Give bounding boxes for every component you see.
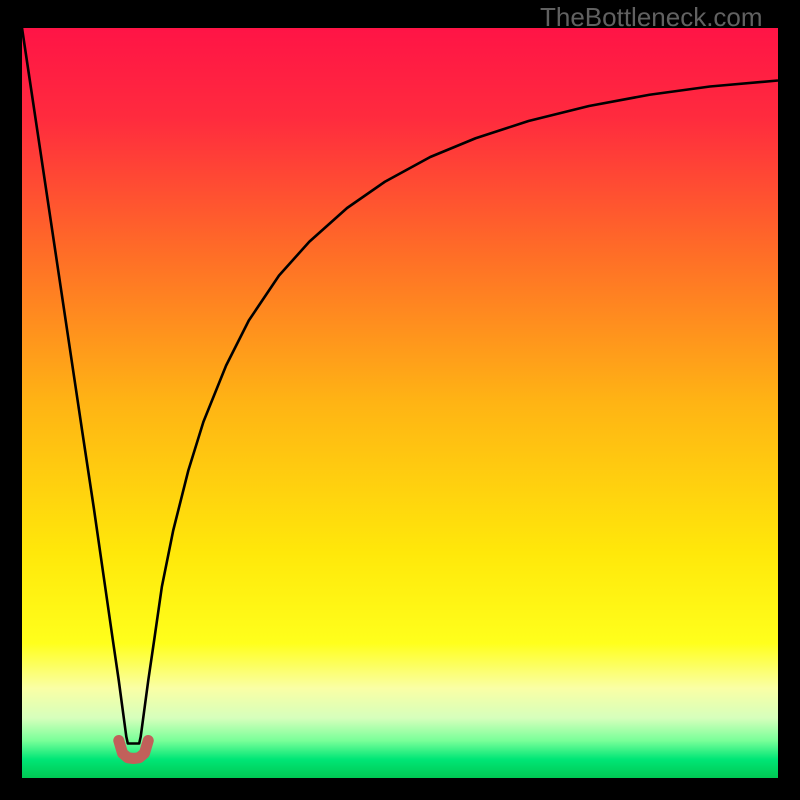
gradient-background: [22, 28, 778, 778]
bottleneck-chart: [0, 0, 800, 800]
watermark-text: TheBottleneck.com: [540, 2, 763, 33]
chart-container: TheBottleneck.com: [0, 0, 800, 800]
